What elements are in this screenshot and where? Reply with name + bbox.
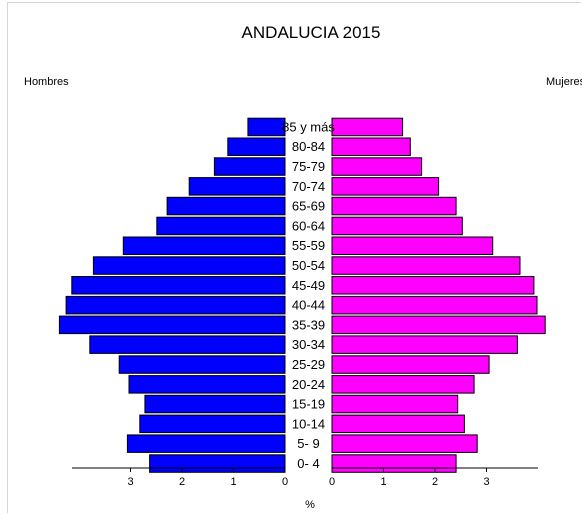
female-bar	[331, 177, 440, 196]
right-side-label: Mujeres	[546, 76, 582, 88]
male-bar	[149, 454, 286, 473]
male-bar	[139, 414, 286, 434]
age-group-label: 35-39	[292, 317, 325, 332]
male-bar	[156, 216, 286, 236]
female-bar	[331, 375, 475, 394]
male-bars	[58, 117, 286, 473]
left-side-label: Hombres	[24, 76, 69, 88]
male-bar	[213, 157, 286, 176]
age-group-label: 60-64	[292, 218, 325, 233]
x-tick-label: 3	[127, 476, 133, 488]
male-bar	[118, 355, 286, 374]
x-tick-label: 2	[432, 476, 438, 488]
female-bar	[331, 414, 465, 434]
chart-title: ANDALUCIA 2015	[242, 23, 381, 42]
age-group-label: 20-24	[292, 377, 325, 392]
female-bar	[331, 137, 411, 156]
x-tick-label: 0	[329, 476, 335, 488]
female-bar	[331, 196, 457, 216]
female-bar	[331, 315, 546, 335]
age-group-label: 25-29	[292, 357, 325, 372]
x-tick-label: 3	[483, 476, 489, 488]
male-bar	[89, 335, 286, 354]
female-bar	[331, 117, 404, 137]
male-bar	[227, 137, 286, 156]
male-bar	[58, 315, 286, 335]
female-bar	[331, 335, 518, 354]
age-group-label: 75-79	[292, 159, 325, 174]
male-bar	[71, 276, 286, 295]
age-group-label: 0- 4	[297, 456, 319, 471]
female-bars	[331, 117, 546, 473]
population-pyramid-chart: ANDALUCIA 2015 Hombres Mujeres 0- 4 5- 9 1…	[24, 23, 582, 511]
x-tick-label: 0	[282, 476, 288, 488]
female-bar	[331, 157, 423, 176]
male-bar	[188, 177, 286, 196]
chart-frame: ANDALUCIA 2015 Hombres Mujeres 0- 4 5- 9 1…	[7, 2, 582, 513]
male-bar	[122, 236, 286, 255]
age-group-label: 15-19	[292, 397, 325, 412]
female-bar	[331, 256, 521, 275]
female-bar	[331, 355, 490, 374]
female-bar	[331, 216, 463, 236]
x-axis-label: %	[305, 499, 315, 511]
male-bar	[144, 394, 286, 414]
female-bar	[331, 295, 538, 315]
age-group-labels: 0- 4 5- 9 10-14 15-19 20-24 25-29 30-34 35-39 40…	[282, 119, 335, 471]
age-group-label: 85 y más	[282, 119, 335, 134]
age-group-label: 80-84	[292, 139, 325, 154]
female-bar	[331, 434, 478, 453]
age-group-label: 55-59	[292, 238, 325, 253]
age-group-label: 40-44	[292, 298, 325, 313]
male-bar	[166, 196, 286, 216]
male-bar	[92, 256, 286, 275]
female-bar	[331, 236, 494, 255]
female-bar	[331, 276, 535, 295]
age-group-label: 5- 9	[297, 436, 319, 451]
male-bar	[128, 375, 286, 394]
age-group-label: 65-69	[292, 199, 325, 214]
age-group-label: 45-49	[292, 278, 325, 293]
male-bar	[126, 434, 286, 453]
age-group-label: 30-34	[292, 337, 325, 352]
male-bar	[247, 117, 286, 137]
x-tick-label: 2	[179, 476, 185, 488]
age-group-label: 70-74	[292, 179, 325, 194]
age-group-label: 10-14	[292, 416, 325, 431]
x-tick-label: 1	[230, 476, 236, 488]
female-bar	[331, 394, 459, 414]
age-group-label: 50-54	[292, 258, 325, 273]
male-bar	[65, 295, 286, 315]
female-bar	[331, 454, 457, 473]
x-axis-ticks: 3 2 1 0 0 1 2 3	[127, 468, 490, 488]
x-tick-label: 1	[380, 476, 386, 488]
